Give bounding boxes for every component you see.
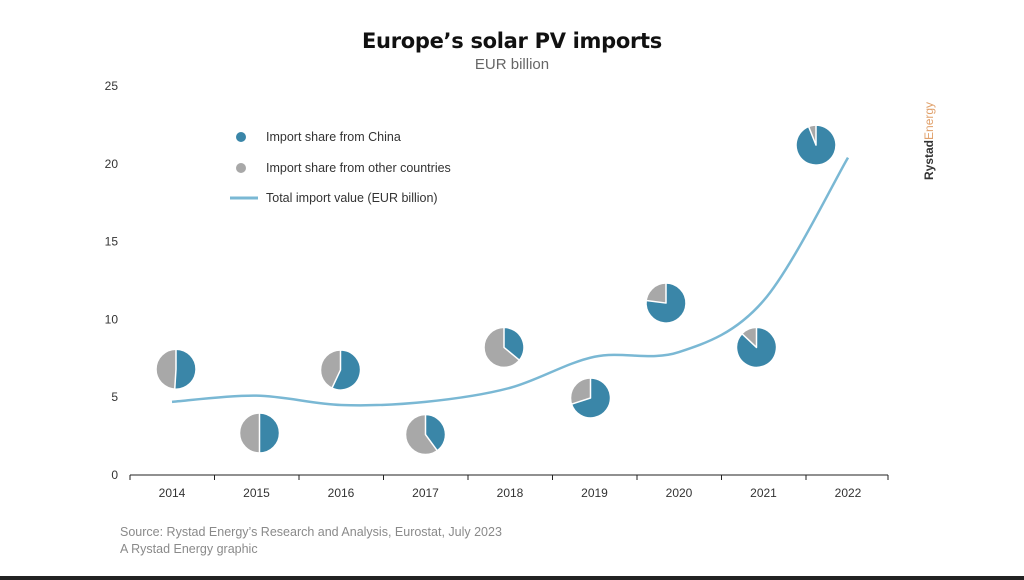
pie-2016 xyxy=(319,349,362,391)
y-tick-label: 5 xyxy=(111,390,118,404)
bottom-bar xyxy=(0,576,1024,580)
pie-2022 xyxy=(795,124,837,166)
total-import-line xyxy=(171,156,850,407)
y-tick-label: 0 xyxy=(111,468,118,482)
pie-slice-china xyxy=(645,282,687,324)
y-tick-label: 10 xyxy=(105,312,119,326)
chart-subtitle: EUR billion xyxy=(474,56,550,73)
chart-title: Europe’s solar PV imports xyxy=(362,29,662,53)
pie-slice-china xyxy=(570,377,612,419)
pie-slice-china xyxy=(503,326,525,361)
y-tick-label: 15 xyxy=(105,235,119,249)
pie-slice-china xyxy=(331,349,362,391)
legend: Import share from China Import share fro… xyxy=(230,130,451,205)
legend-line-label: Total import value (EUR billion) xyxy=(266,191,438,205)
pie-2018 xyxy=(483,326,525,369)
pie-slice-china xyxy=(173,348,197,390)
x-tick-label: 2014 xyxy=(159,486,186,500)
rystad-energy-logo: RystadEnergy xyxy=(922,102,936,180)
pie-2020 xyxy=(645,282,687,324)
y-tick-label: 20 xyxy=(105,157,119,171)
x-tick-label: 2022 xyxy=(835,486,862,500)
footer-source: Source: Rystad Energy’s Research and Ana… xyxy=(120,524,502,558)
legend-other-label: Import share from other countries xyxy=(266,161,451,175)
legend-china-label: Import share from China xyxy=(266,130,401,144)
x-tick-label: 2015 xyxy=(243,486,270,500)
pie-2017 xyxy=(404,413,447,456)
pie-2021 xyxy=(735,326,778,369)
x-tick-label: 2017 xyxy=(412,486,439,500)
credit-text: A Rystad Energy graphic xyxy=(120,542,258,556)
x-tick-label: 2020 xyxy=(666,486,693,500)
pie-slice-china xyxy=(735,326,778,369)
x-tick-label: 2016 xyxy=(328,486,355,500)
axes: 0 5 10 15 20 25 2014 2015 2016 2017 2018 2019 2020 20… xyxy=(105,79,889,500)
pie-2014 xyxy=(155,348,197,390)
legend-china-marker xyxy=(236,132,246,142)
x-tick-label: 2018 xyxy=(497,486,524,500)
legend-other-marker xyxy=(236,163,246,173)
svg-text:RystadEnergy: RystadEnergy xyxy=(922,102,936,180)
source-text: Source: Rystad Energy’s Research and Ana… xyxy=(120,525,502,539)
pie-slice-china xyxy=(795,124,837,166)
x-tick-label: 2021 xyxy=(750,486,777,500)
pie-markers xyxy=(155,124,837,456)
pie-slice-china xyxy=(258,412,281,454)
pie-2019 xyxy=(569,377,612,419)
x-tick-label: 2019 xyxy=(581,486,608,500)
pie-2015 xyxy=(238,412,281,454)
pie-slice-china xyxy=(424,413,447,452)
y-tick-label: 25 xyxy=(105,79,119,93)
